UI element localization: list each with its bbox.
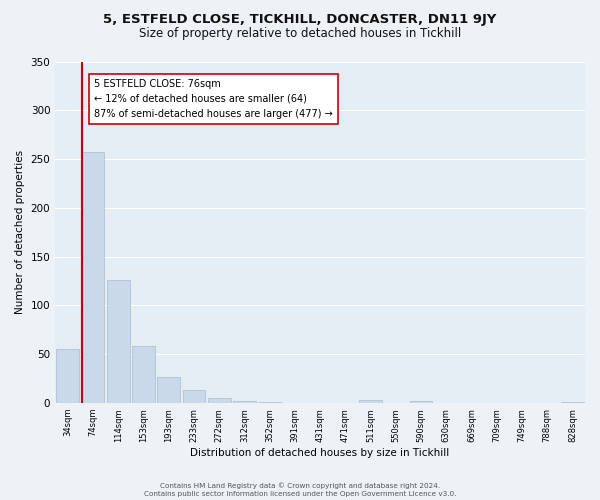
Bar bbox=[132, 346, 155, 403]
Bar bbox=[208, 398, 230, 403]
Bar bbox=[410, 401, 433, 403]
Text: Contains HM Land Registry data © Crown copyright and database right 2024.: Contains HM Land Registry data © Crown c… bbox=[160, 482, 440, 489]
Text: 5, ESTFELD CLOSE, TICKHILL, DONCASTER, DN11 9JY: 5, ESTFELD CLOSE, TICKHILL, DONCASTER, D… bbox=[103, 12, 497, 26]
Text: 5 ESTFELD CLOSE: 76sqm
← 12% of detached houses are smaller (64)
87% of semi-det: 5 ESTFELD CLOSE: 76sqm ← 12% of detached… bbox=[94, 79, 333, 118]
Bar bbox=[233, 401, 256, 403]
Bar bbox=[157, 376, 180, 403]
Bar bbox=[561, 402, 584, 403]
Bar bbox=[258, 402, 281, 403]
X-axis label: Distribution of detached houses by size in Tickhill: Distribution of detached houses by size … bbox=[190, 448, 450, 458]
Bar bbox=[182, 390, 205, 403]
Bar bbox=[359, 400, 382, 403]
Y-axis label: Number of detached properties: Number of detached properties bbox=[15, 150, 25, 314]
Text: Contains public sector information licensed under the Open Government Licence v3: Contains public sector information licen… bbox=[144, 491, 456, 497]
Text: Size of property relative to detached houses in Tickhill: Size of property relative to detached ho… bbox=[139, 28, 461, 40]
Bar bbox=[82, 152, 104, 403]
Bar bbox=[56, 350, 79, 403]
Bar bbox=[107, 280, 130, 403]
